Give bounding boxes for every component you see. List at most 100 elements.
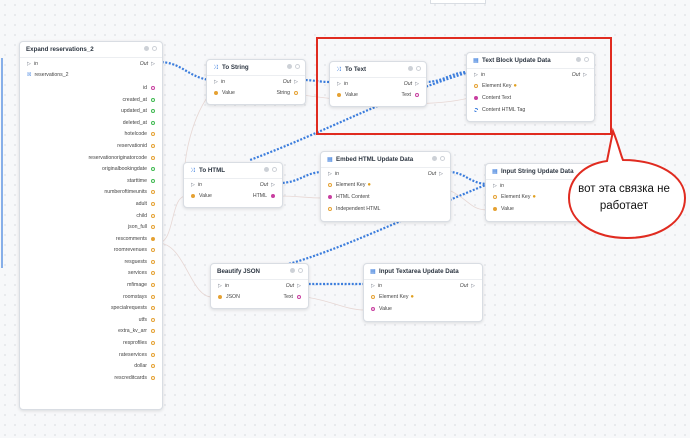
input-port[interactable] [191, 194, 195, 199]
output-port[interactable] [151, 248, 155, 253]
play-arrow-icon[interactable]: ▷ [191, 181, 195, 188]
play-arrow-icon[interactable]: ▷ [337, 80, 341, 87]
play-arrow-icon[interactable]: ▷ [271, 181, 275, 188]
output-port[interactable] [151, 375, 155, 380]
input-port[interactable] [328, 183, 332, 188]
output-port[interactable] [297, 295, 301, 300]
input-port[interactable] [337, 93, 341, 98]
node-header[interactable]: ▦ Input String Update Data [486, 164, 596, 180]
node-to-text[interactable]: ⤨ To Text ▷ in Out ▷ Value Text [329, 61, 427, 107]
node-header[interactable]: Expand reservations_2 [20, 42, 162, 58]
output-port[interactable] [151, 283, 155, 288]
output-port[interactable] [151, 85, 155, 90]
output-port[interactable] [151, 155, 155, 160]
output-port[interactable] [151, 178, 155, 183]
play-arrow-icon[interactable]: ▷ [439, 170, 443, 177]
node-menu-icon[interactable] [440, 156, 445, 161]
output-port[interactable] [151, 236, 155, 241]
play-arrow-icon[interactable]: ▷ [214, 78, 218, 85]
output-port[interactable] [151, 143, 155, 148]
node-to-html[interactable]: ⤨ To HTML ▷ in Out ▷ Value HTML [183, 162, 283, 208]
node-embed-html-update[interactable]: ▦ Embed HTML Update Data ▷ in Out ▷ Elem… [320, 151, 451, 222]
input-port[interactable] [218, 295, 222, 300]
node-menu-icon[interactable] [584, 57, 589, 62]
output-port[interactable] [294, 91, 298, 96]
output-port[interactable] [151, 364, 155, 369]
output-port[interactable] [151, 259, 155, 264]
output-port[interactable] [151, 329, 155, 334]
play-arrow-icon[interactable]: ▷ [294, 78, 298, 85]
node-menu-icon[interactable] [272, 167, 277, 172]
output-port[interactable] [415, 93, 419, 98]
expand-field-row: resprofiles [20, 337, 162, 349]
node-settings-icon[interactable] [287, 64, 292, 69]
node-header[interactable]: ▦ Input Textarea Update Data [364, 264, 482, 280]
node-text-block-update[interactable]: ▦ Text Block Update Data ▷ in Out ▷ Elem… [466, 52, 595, 122]
output-port[interactable] [151, 109, 155, 114]
input-label: Value [379, 305, 392, 312]
input-port[interactable] [474, 84, 478, 89]
input-port[interactable] [493, 195, 497, 200]
input-port[interactable] [371, 306, 375, 311]
node-menu-icon[interactable] [152, 46, 157, 51]
output-port[interactable] [151, 271, 155, 276]
node-settings-icon[interactable] [576, 57, 581, 62]
output-port[interactable] [151, 294, 155, 299]
play-arrow-icon[interactable]: ▷ [297, 282, 301, 289]
output-port[interactable] [151, 213, 155, 218]
play-arrow-icon[interactable]: ▷ [583, 71, 587, 78]
node-menu-icon[interactable] [416, 66, 421, 71]
input-port[interactable] [328, 194, 332, 199]
node-settings-icon[interactable] [144, 46, 149, 51]
play-arrow-icon[interactable]: ▷ [328, 170, 332, 177]
output-port[interactable] [151, 306, 155, 311]
output-port[interactable] [151, 341, 155, 346]
input-port[interactable] [474, 107, 478, 112]
node-header[interactable]: Beautify JSON [211, 264, 308, 280]
play-arrow-icon[interactable]: ▷ [471, 282, 475, 289]
table-icon[interactable]: ☒ [27, 72, 32, 79]
node-settings-icon[interactable] [264, 167, 269, 172]
node-settings-icon[interactable] [432, 156, 437, 161]
output-port[interactable] [151, 225, 155, 230]
output-port[interactable] [151, 352, 155, 357]
play-arrow-icon[interactable]: ▷ [415, 80, 419, 87]
node-to-string[interactable]: ⤨ To String ▷ in Out ▷ Value String [206, 59, 306, 105]
input-row: Element Key ● [467, 81, 594, 93]
output-port[interactable] [151, 120, 155, 125]
input-port[interactable] [493, 206, 497, 211]
node-header[interactable]: ⤨ To String [207, 60, 305, 76]
output-label: String [276, 90, 290, 97]
node-expand-reservations[interactable]: Expand reservations_2 ▷ in Out ▷ ☒ reser… [19, 41, 163, 410]
node-input-textarea-update[interactable]: ▦ Input Textarea Update Data ▷ in Out ▷ … [363, 263, 483, 322]
output-port[interactable] [151, 317, 155, 322]
play-arrow-icon[interactable]: ▷ [151, 60, 155, 67]
output-port[interactable] [151, 97, 155, 102]
node-header[interactable]: ▦ Text Block Update Data [467, 53, 594, 69]
output-port[interactable] [151, 190, 155, 195]
flow-row: ▷ in Out ▷ [330, 78, 426, 90]
input-label: Element Key [482, 83, 512, 90]
input-port[interactable] [214, 91, 218, 96]
node-header[interactable]: ⤨ To Text [330, 62, 426, 78]
node-menu-icon[interactable] [298, 268, 303, 273]
input-port[interactable] [474, 95, 478, 100]
node-beautify-json[interactable]: Beautify JSON ▷ in Out ▷ JSON Text [210, 263, 309, 309]
play-arrow-icon[interactable]: ▷ [27, 60, 31, 67]
output-port[interactable] [151, 167, 155, 172]
input-port[interactable] [371, 295, 375, 300]
node-settings-icon[interactable] [290, 268, 295, 273]
node-header[interactable]: ▦ Embed HTML Update Data [321, 152, 450, 168]
node-menu-icon[interactable] [295, 64, 300, 69]
play-arrow-icon[interactable]: ▷ [371, 282, 375, 289]
play-arrow-icon[interactable]: ▷ [493, 182, 497, 189]
output-port[interactable] [271, 194, 275, 199]
output-port[interactable] [151, 201, 155, 206]
output-port[interactable] [151, 132, 155, 137]
input-port[interactable] [328, 206, 332, 211]
node-settings-icon[interactable] [408, 66, 413, 71]
node-header[interactable]: ⤨ To HTML [184, 163, 282, 179]
play-arrow-icon[interactable]: ▷ [218, 282, 222, 289]
play-arrow-icon[interactable]: ▷ [474, 71, 478, 78]
